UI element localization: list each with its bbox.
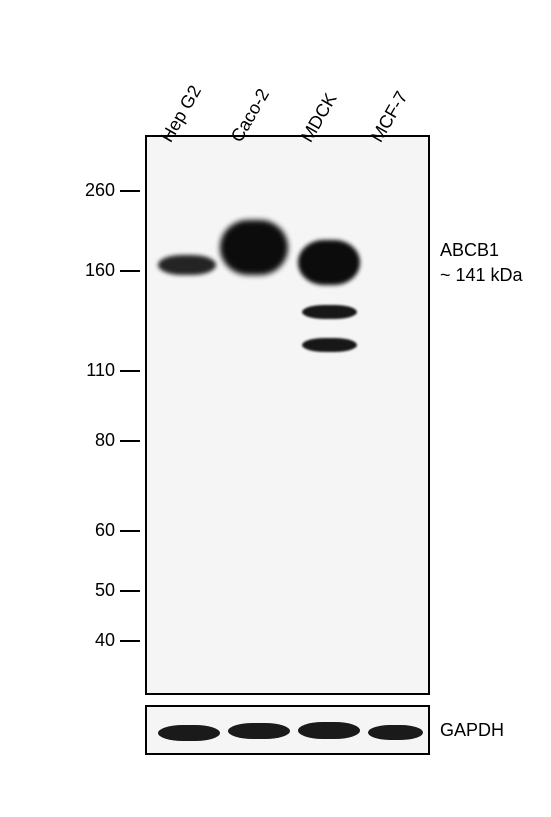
mw-label-80: 80 (75, 430, 115, 451)
gapdh-band-0 (158, 725, 220, 741)
main-blot-panel (145, 135, 430, 695)
mw-label-110: 110 (75, 360, 115, 381)
mw-tick-160 (120, 270, 140, 272)
lane-labels-group: Hep G2Caco-2MDCKMCF-7 (20, 20, 531, 130)
mw-tick-50 (120, 590, 140, 592)
main-band-0 (158, 255, 216, 275)
mw-tick-110 (120, 370, 140, 372)
mw-label-40: 40 (75, 630, 115, 651)
main-band-2 (298, 240, 360, 285)
gapdh-band-2 (298, 722, 360, 739)
mw-tick-60 (120, 530, 140, 532)
main-band-3 (302, 305, 357, 319)
mw-label-50: 50 (75, 580, 115, 601)
western-blot-figure: Hep G2Caco-2MDCKMCF-7 26016011080605040 … (20, 20, 531, 797)
mw-tick-260 (120, 190, 140, 192)
right-label-1: ~ 141 kDa (440, 265, 523, 286)
gapdh-band-1 (228, 723, 290, 739)
mw-label-160: 160 (75, 260, 115, 281)
mw-label-260: 260 (75, 180, 115, 201)
gapdh-band-3 (368, 725, 423, 740)
right-label-0: ABCB1 (440, 240, 499, 261)
mw-label-60: 60 (75, 520, 115, 541)
mw-tick-80 (120, 440, 140, 442)
mw-tick-40 (120, 640, 140, 642)
main-band-1 (220, 220, 288, 275)
right-label-2: GAPDH (440, 720, 504, 741)
main-band-4 (302, 338, 357, 352)
